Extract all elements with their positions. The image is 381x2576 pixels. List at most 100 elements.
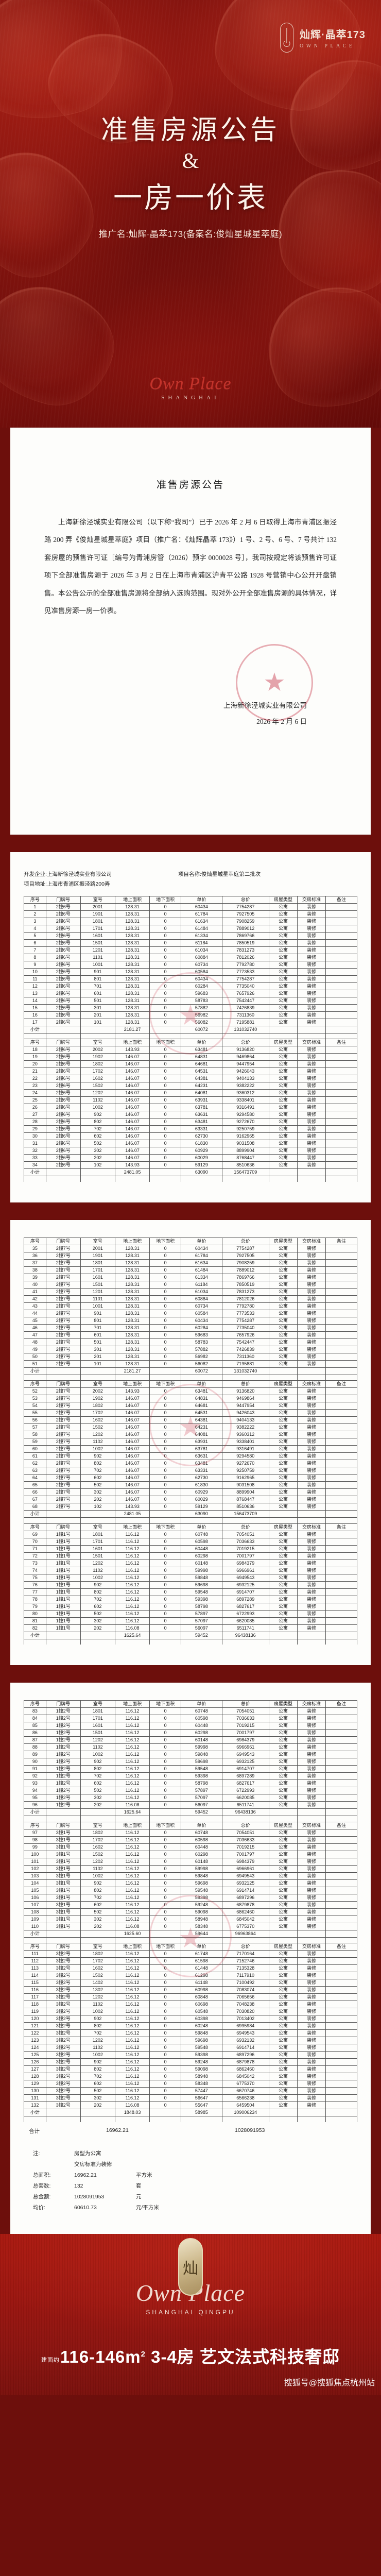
table-cell: 98 [24,1836,46,1844]
table-cell: 1701 [80,1266,116,1274]
table-cell: 60748 [181,1707,222,1716]
table-cell: 702 [80,2029,116,2038]
table-cell: 78 [24,1595,46,1603]
subtotal-cell: 96438136 [221,1631,270,1639]
notes-item-label: 总面积: [33,2172,51,2178]
table-cell [325,1316,358,1325]
table-cell: 23 [24,1082,46,1090]
table-cell: 6995984 [221,2022,270,2030]
table-cell: 公寓 [269,1467,298,1475]
subtotal-row: 小计 1848.03 58985 109006234 [24,2109,358,2117]
table-cell: 装修 [297,910,326,918]
brand-lockup: 灿辉·晶萃173 OWN PLACE [280,23,366,53]
table-row: 40 2幢7号 1501 128.31 0 61184 7850519 公寓 装修 [24,1280,358,1289]
price-table-paper-1: ★ 开发企业:上海新徐泾城实业有限公司 项目名称:俊灿星城星萃庭第二批次 项目地… [10,852,371,1202]
table-cell: 118 [24,2001,46,2009]
table-cell: 6932125 [221,1879,270,1887]
table-cell: 装修 [297,1828,326,1837]
column-header-6: 总价 [221,1821,270,1829]
table-cell: 59548 [181,1765,222,1773]
table-cell: 0 [149,1758,182,1766]
table-row: 84 1幢2号 1701 116.12 0 60598 7036633 公寓 装修 [24,1715,358,1723]
table-cell: 88 [24,1743,46,1752]
spacer-cell [45,1816,81,1822]
table-notes: 注: 房型为公寓 交房标准为装修 总面积: 16962.21 平方米 总套数: 132 套… [24,2148,357,2213]
table-cell: 2幢7号 [45,1481,81,1489]
table-cell: 502 [80,1140,116,1148]
table-cell: 146.07 [114,1445,150,1453]
notes-item-label: 总套数: [33,2182,51,2189]
table-cell: 902 [80,1111,116,1119]
table-cell: 7135328 [221,1964,270,1973]
table-cell: 57447 [181,2087,222,2095]
spacer-cell [181,1176,222,1182]
table-cell: 121 [24,2022,46,2030]
table-cell: 146.07 [114,1104,150,1112]
table-cell: 96 [24,1801,46,1809]
table-cell: 111 [24,1950,46,1958]
table-cell: 1502 [80,1972,116,1980]
table-cell: 56082 [181,1360,222,1368]
table-cell: 1502 [80,1082,116,1090]
table-cell: 公寓 [269,1154,298,1162]
table-row: 91 1幢2号 802 116.12 0 59548 6914707 公寓 装修 [24,1765,358,1773]
table-cell: 6949543 [221,1872,270,1880]
table-cell: 13 [24,989,46,997]
table-cell: 502 [80,2087,116,2095]
table-row: 130 3幢2号 502 116.12 0 57447 6670746 公寓 装修 [24,2087,358,2095]
table-cell [325,1251,358,1260]
table-cell: 61748 [181,1950,222,1958]
price-table: 序号 门牌号 室号 地上面积 地下面积 单价 总价 房屋类型 交房标准 备注 35 2幢7号 2001 1… [24,1237,358,1381]
column-header-8: 交房标准 [297,1700,326,1708]
subtotal-cell: 63090 [181,1168,222,1177]
table-cell: 公寓 [269,1964,298,1973]
price-table: 序号 门牌号 室号 地上面积 地下面积 单价 总价 房屋类型 交房标准 备注 97 3幢1号 1802 1… [24,1821,358,1943]
table-cell: 101 [24,1857,46,1866]
table-cell: 61148 [181,1979,222,1987]
table-cell: 6879878 [221,2058,270,2066]
table-cell: 72 [24,1552,46,1560]
table-cell: 装修 [297,953,326,961]
table-cell [325,1360,358,1368]
table-cell: 116.12 [114,2087,150,2095]
table-cell: 60884 [181,1295,222,1303]
table-cell [325,1089,358,1097]
table-cell: 0 [149,1957,182,1965]
table-cell [325,1964,358,1973]
table-cell: 2幢6号 [45,1004,81,1012]
column-header-4: 地下面积 [149,1039,182,1047]
spacer-cell [114,2116,150,2122]
notes-item-value: 1028091953 [74,2193,105,2200]
table-cell: 301 [80,1004,116,1012]
table-cell [325,1552,358,1560]
table-cell: 701 [80,1324,116,1332]
table-cell: 2幢7号 [45,1423,81,1432]
table-cell: 0 [149,1067,182,1076]
column-header-4: 地下面积 [149,1943,182,1951]
table-row: 72 1幢1号 1501 116.12 0 60298 7001797 公寓 装修 [24,1552,358,1560]
table-cell [325,1908,358,1916]
table-cell: 2幢6号 [45,1046,81,1054]
table-cell: 0 [149,1530,182,1538]
table-cell: 公寓 [269,1004,298,1012]
table-cell: 1幢2号 [45,1736,81,1744]
table-cell: 2幢6号 [45,968,81,976]
table-cell: 2幢7号 [45,1338,81,1346]
table-cell: 0 [149,960,182,969]
table-cell: 2幢6号 [45,982,81,990]
table-cell: 0 [149,1251,182,1260]
table-cell: 0 [149,1161,182,1170]
table-cell: 81 [24,1617,46,1625]
price-tables-slot-1: 序号 门牌号 室号 地上面积 地下面积 单价 总价 房屋类型 交房标准 备注 1 2幢6号 2001 12… [24,895,358,1182]
watermark: 搜狐号@搜狐焦点杭州站 [284,2378,375,2387]
column-header-6: 总价 [221,1700,270,1708]
table-cell: 0 [149,1836,182,1844]
table-row: 106 3幢1号 702 116.12 0 59398 6897296 公寓 装修 [24,1893,358,1902]
table-cell: 7030820 [221,2008,270,2016]
table-cell: 64531 [181,1409,222,1417]
table-cell: 公寓 [269,975,298,983]
table-cell: 146.07 [114,1474,150,1482]
table-cell: 1802 [80,1060,116,1069]
table-cell: 1802 [80,1828,116,1837]
table-cell: 106 [24,1893,46,1902]
